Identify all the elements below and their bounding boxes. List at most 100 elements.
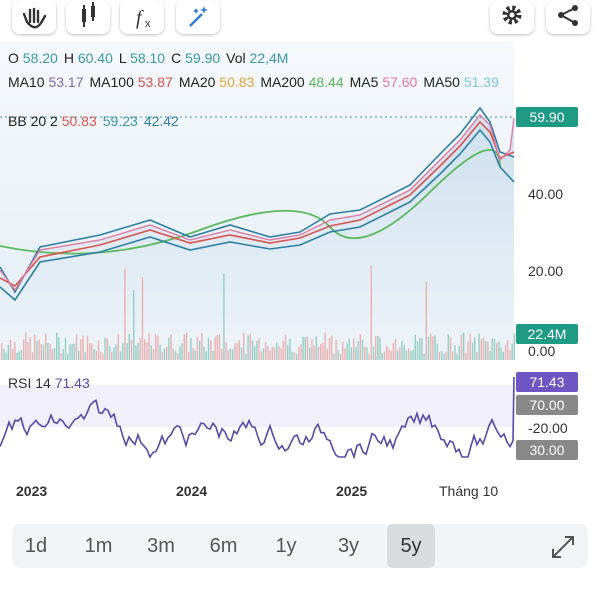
volume-bar [364,346,366,360]
ma-value: 53.17 [48,74,84,90]
volume-bar [342,341,344,360]
volume-bar [45,332,47,360]
volume-bar [137,342,139,360]
volume-bar [155,334,157,360]
period-option[interactable]: 1d [24,535,48,557]
bb-lower [0,128,515,302]
settings[interactable] [490,0,534,34]
volume-bar [357,341,359,360]
volume-bar [185,333,188,360]
volume-bar [386,345,388,360]
volume-bar [42,344,45,360]
volume-bar [430,333,432,360]
period-option[interactable]: 5y [387,524,435,568]
legend-label: O [8,50,19,66]
volume-bar [36,340,38,360]
volume-bar [214,337,216,360]
fullscreen[interactable] [550,534,576,560]
volume-bar [179,346,181,360]
volume-bar [463,332,465,360]
ma-label: MA10 [8,74,45,90]
volume-bar [53,348,56,360]
hand-tool[interactable] [12,0,56,34]
period-option[interactable]: 3m [147,535,175,557]
period-option[interactable]: 3y [337,535,360,557]
volume-bar [258,338,260,360]
volume-bar [438,351,441,360]
volume-bar [421,338,423,360]
ma200-line [0,149,501,255]
legend-label: Vol [226,50,246,66]
ma-label: MA100 [89,74,134,90]
volume-bar [381,353,383,360]
legend-value: 60.40 [77,50,113,66]
volume-bar [339,353,342,360]
volume-bar [375,336,377,360]
volume-bar [324,332,326,360]
volume-bar [212,350,214,360]
volume-bar [436,343,438,360]
volume-bar [282,340,284,360]
volume-bar [3,348,5,360]
ma-value: 53.87 [137,74,173,90]
volume-bar [192,347,194,360]
period-option[interactable]: 6m [209,535,238,557]
volume-bar [58,337,60,360]
volume-bar [493,338,496,360]
volume-bar [254,345,256,360]
volume-bar [496,342,498,360]
volume-bar [238,340,240,360]
volume-bar [170,334,172,360]
volume-bar [161,352,163,360]
volume-bar [474,337,476,360]
volume-bar [348,338,350,360]
volume-bar [469,333,471,360]
volume-bar [9,339,12,360]
volume-bar [40,344,42,360]
magic[interactable] [176,0,220,34]
share[interactable] [546,0,590,34]
volume-bar [487,341,489,360]
volume-bar [168,337,170,360]
ma-label: MA50 [423,74,460,90]
ma-label: MA5 [349,74,379,90]
rsi-value: 71.43 [54,375,90,391]
volume-bar [337,349,339,360]
bb-label: BB 20 2 [8,113,58,129]
volume-bar [344,348,346,360]
volume-bars [1,265,515,360]
volume-bar [227,350,229,360]
volume-bar [247,335,249,360]
period-option[interactable]: 1y [275,535,297,557]
legend-value: 58.20 [22,50,58,66]
volume-bar [119,351,122,360]
volume-bar [504,345,507,360]
volume-bar [194,350,196,360]
volume-bar [467,341,469,360]
volume-bar [16,352,18,360]
period-option[interactable]: 1m [84,535,113,557]
volume-bar [265,342,267,360]
volume-bar [306,336,309,360]
volume-bar [139,338,141,360]
volume-bar [460,334,463,360]
volume-bar [97,340,100,360]
ma-lines [0,120,515,288]
volume-bar [273,347,276,360]
volume-bar [216,334,218,360]
period-bar: 1d 1m 3m 6m 1y 3y 5y [12,524,588,568]
volume-bar [93,348,95,360]
volume-bar [419,338,421,360]
volume-bar [62,349,64,360]
volume-bar [502,351,504,360]
volume-bar [64,337,67,360]
chart-type[interactable] [66,0,110,34]
volume-bar [262,348,265,360]
price-tick: 20.00 [528,263,564,279]
volume-bar [328,338,331,360]
volume-bar [80,339,82,360]
volume-bar [465,352,467,360]
volume-bar [434,335,436,360]
volume-bar [489,350,491,360]
